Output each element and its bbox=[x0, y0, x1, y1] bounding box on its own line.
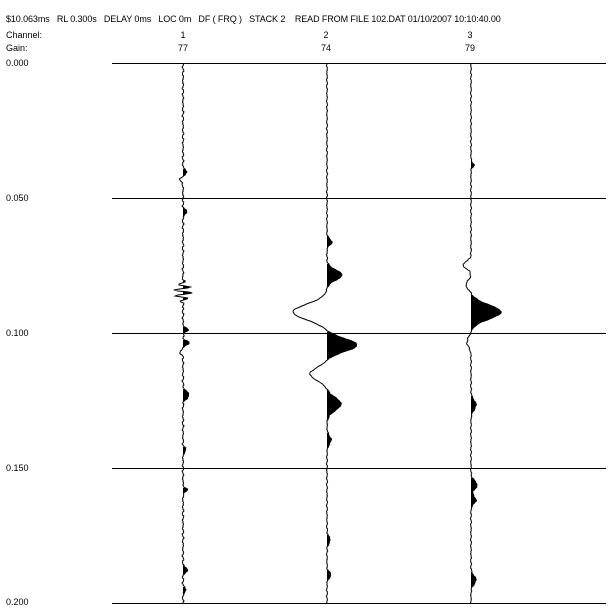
time-label-1: 0.050 bbox=[6, 193, 29, 203]
channel-label: Channel: bbox=[6, 30, 43, 40]
channel-number-3: 3 bbox=[467, 30, 473, 40]
channel-number-2: 2 bbox=[323, 30, 329, 40]
time-label-0: 0.000 bbox=[6, 58, 29, 68]
gain-value-2: 74 bbox=[320, 43, 331, 53]
trace-fill-3 bbox=[471, 162, 502, 588]
trace-1 bbox=[173, 62, 193, 604]
traces bbox=[173, 62, 502, 604]
time-label-4: 0.200 bbox=[6, 597, 29, 607]
gain-label: Gain: bbox=[6, 43, 28, 53]
acquisition-header: $10.063ms RL 0.300s DELAY 0ms LOC 0m DF … bbox=[6, 14, 501, 24]
time-label-3: 0.150 bbox=[6, 463, 29, 473]
trace-2 bbox=[292, 62, 358, 604]
channel-number-1: 1 bbox=[180, 30, 186, 40]
trace-3 bbox=[462, 62, 502, 604]
time-label-2: 0.100 bbox=[6, 328, 29, 338]
trace-fill-2 bbox=[327, 236, 357, 581]
time-lines bbox=[112, 63, 606, 604]
gain-value-3: 79 bbox=[464, 43, 475, 53]
gain-value-1: 77 bbox=[177, 43, 188, 53]
